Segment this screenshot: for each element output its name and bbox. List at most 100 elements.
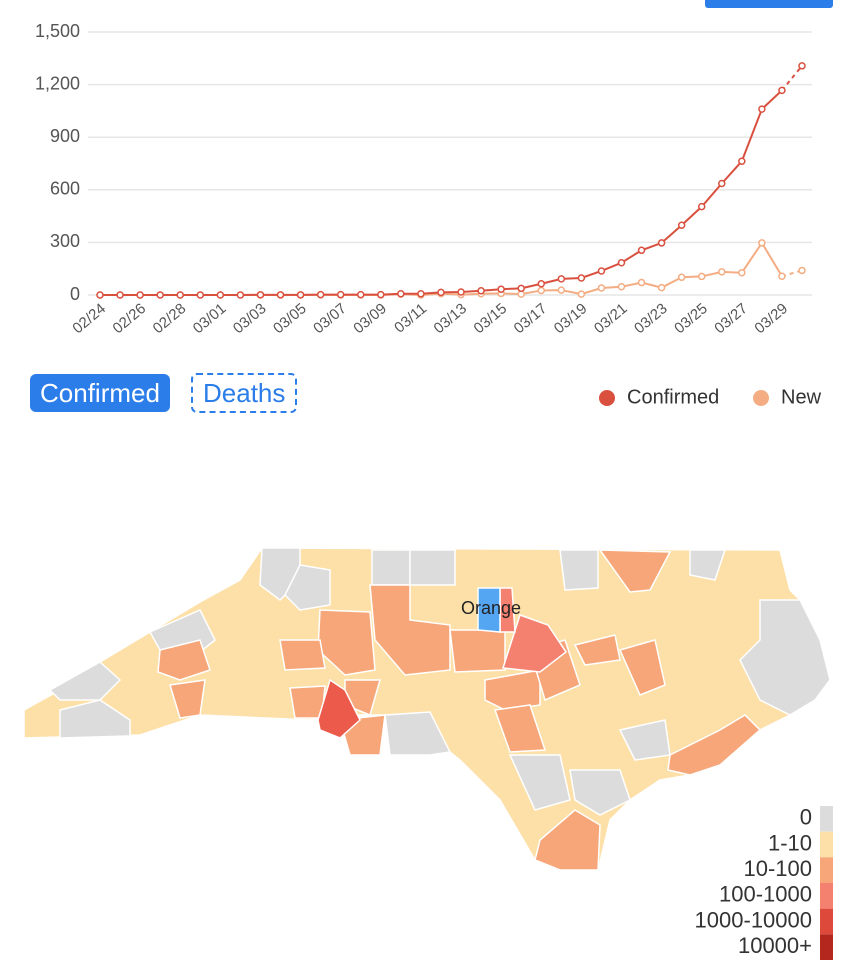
legend-marker bbox=[599, 390, 615, 406]
county bbox=[59, 699, 131, 739]
line-chart: 0 300 600 900 1,200 1,500 02/24 02/26 02/28 03/01… bbox=[35, 21, 812, 337]
x-tick-label: 03/19 bbox=[551, 300, 591, 337]
county bbox=[284, 564, 331, 611]
county bbox=[502, 614, 568, 673]
county bbox=[384, 711, 452, 756]
county bbox=[369, 584, 451, 676]
county bbox=[279, 639, 326, 671]
legend-label: 1-10 bbox=[768, 830, 812, 855]
x-tick-label: 03/01 bbox=[190, 300, 230, 337]
point bbox=[196, 291, 205, 299]
point bbox=[557, 286, 566, 294]
y-tick-label: 300 bbox=[50, 231, 80, 251]
point bbox=[497, 285, 505, 293]
county-map: Orange bbox=[23, 547, 831, 871]
point bbox=[657, 283, 666, 292]
legend-swatch bbox=[820, 883, 833, 909]
x-tick-label: 03/11 bbox=[391, 300, 430, 336]
y-tick-label: 0 bbox=[70, 284, 80, 304]
county bbox=[169, 679, 206, 719]
y-tick-label: 600 bbox=[50, 179, 80, 199]
point bbox=[96, 291, 104, 299]
map-label: Orange bbox=[461, 598, 521, 618]
point bbox=[216, 291, 225, 299]
county bbox=[534, 809, 601, 871]
point bbox=[597, 284, 606, 292]
legend-marker bbox=[753, 390, 769, 406]
x-tick-label: 03/13 bbox=[430, 300, 470, 337]
legend-label: 10000+ bbox=[738, 933, 812, 958]
y-tick-label: 900 bbox=[50, 126, 80, 146]
top-button[interactable] bbox=[705, 0, 833, 8]
legend-label: 0 bbox=[800, 805, 812, 830]
county bbox=[508, 754, 571, 811]
x-tick-label: 03/27 bbox=[711, 300, 751, 337]
point bbox=[597, 267, 606, 275]
point bbox=[417, 290, 425, 298]
point bbox=[738, 268, 746, 277]
point bbox=[577, 274, 586, 282]
legend-swatch bbox=[820, 831, 833, 858]
county bbox=[48, 661, 122, 701]
point bbox=[316, 290, 325, 299]
x-tick-label: 03/05 bbox=[270, 300, 310, 337]
x-tick-label: 02/24 bbox=[69, 300, 109, 337]
point bbox=[778, 272, 786, 280]
point bbox=[397, 290, 405, 298]
counties bbox=[48, 547, 831, 871]
point bbox=[557, 275, 566, 283]
point bbox=[758, 239, 766, 247]
line bbox=[100, 241, 783, 297]
y-tick-label: 1,500 bbox=[35, 21, 80, 41]
point bbox=[778, 86, 786, 95]
point bbox=[156, 291, 164, 299]
point bbox=[236, 291, 245, 299]
point bbox=[617, 258, 626, 267]
point bbox=[537, 280, 546, 288]
point bbox=[718, 179, 726, 188]
point bbox=[677, 221, 686, 229]
x-tick-label: 03/07 bbox=[310, 300, 350, 337]
x-tick-label: 03/25 bbox=[671, 300, 711, 337]
legend-swatch bbox=[820, 908, 833, 935]
county bbox=[739, 599, 831, 716]
legend-label: 1000-10000 bbox=[695, 907, 812, 932]
point bbox=[697, 272, 706, 281]
selected-county[interactable] bbox=[477, 587, 501, 633]
point bbox=[657, 239, 666, 247]
deaths-button[interactable]: Deaths bbox=[191, 373, 298, 413]
legend: Confirmed New bbox=[599, 386, 822, 408]
county bbox=[317, 678, 361, 739]
legend-swatch bbox=[820, 934, 833, 960]
point bbox=[718, 268, 726, 276]
point bbox=[517, 284, 525, 293]
legend-label: 100-1000 bbox=[719, 882, 812, 907]
county bbox=[573, 634, 621, 666]
x-tick-label: 03/15 bbox=[471, 300, 511, 337]
point bbox=[176, 291, 184, 299]
x-tick-label: 03/17 bbox=[511, 300, 551, 337]
point bbox=[356, 290, 365, 299]
x-tick-label: 03/09 bbox=[350, 300, 390, 337]
point bbox=[136, 291, 144, 299]
county bbox=[449, 629, 506, 673]
point bbox=[276, 291, 285, 299]
point bbox=[256, 291, 265, 299]
county bbox=[371, 549, 411, 586]
x-tick-label: 02/26 bbox=[110, 300, 150, 337]
county bbox=[409, 549, 456, 586]
legend-label: Confirmed bbox=[627, 386, 719, 408]
line-projection bbox=[781, 65, 803, 92]
legend-swatch bbox=[820, 857, 833, 883]
point bbox=[798, 62, 806, 70]
confirmed-button[interactable]: Confirmed bbox=[30, 374, 170, 412]
point bbox=[377, 290, 385, 299]
point bbox=[637, 278, 646, 287]
legend-swatch bbox=[820, 806, 833, 832]
county bbox=[157, 639, 211, 681]
point bbox=[477, 287, 485, 295]
point bbox=[697, 202, 706, 211]
